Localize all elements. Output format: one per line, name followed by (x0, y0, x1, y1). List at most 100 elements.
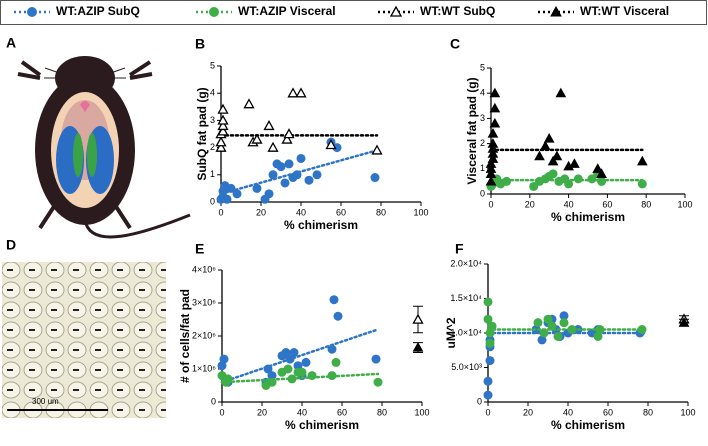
y-tick-label: 1×10⁶ (192, 363, 216, 373)
point (263, 120, 275, 131)
point (597, 176, 607, 186)
y-tick-label: 1 (480, 163, 485, 173)
point (252, 183, 262, 193)
panel-label: C (450, 36, 460, 52)
y-tick-label: 4 (480, 88, 485, 98)
point (487, 127, 499, 138)
legend-box (0, 0, 707, 25)
point (267, 141, 279, 152)
x-tick-label: 100 (680, 407, 695, 417)
y-tick-label: 1 (210, 169, 215, 179)
point (373, 377, 383, 387)
x-tick-label: 80 (643, 407, 653, 417)
point (485, 338, 495, 348)
point (307, 371, 317, 381)
point (487, 148, 499, 158)
y-tick-label: 0 (210, 196, 215, 206)
point (487, 138, 499, 148)
legend-marker (389, 5, 403, 17)
point (485, 163, 497, 173)
point (678, 317, 690, 327)
y-axis-label: SubQ fat pad (g) (195, 87, 209, 180)
y-tick-label: 4 (210, 88, 215, 98)
x-tick-label: 20 (256, 207, 266, 217)
point (596, 168, 607, 178)
point (564, 179, 574, 189)
point (292, 170, 302, 180)
point (329, 295, 339, 305)
point (485, 168, 497, 178)
point (283, 128, 295, 139)
point (289, 348, 299, 357)
point (489, 87, 501, 98)
point (548, 169, 558, 179)
y-axis-label: uM^2 (444, 317, 458, 348)
point (555, 87, 567, 98)
panel-label: D (6, 237, 16, 253)
point (592, 163, 604, 173)
point (304, 175, 314, 185)
x-tick-label: 80 (641, 199, 651, 209)
point (327, 371, 337, 381)
point (295, 87, 307, 98)
point (219, 354, 229, 364)
point (283, 364, 293, 374)
point (485, 158, 497, 168)
point (487, 143, 499, 153)
scale-bar-label: 300 um (32, 397, 59, 406)
y-tick-label: 0 (477, 396, 482, 406)
point (485, 175, 497, 186)
micrograph (2, 262, 166, 418)
x-axis-label: % chimerism (551, 210, 625, 224)
point (217, 103, 229, 114)
fit-line (220, 372, 380, 384)
point (551, 150, 563, 161)
point (569, 158, 580, 168)
point (529, 181, 539, 191)
point (543, 133, 555, 143)
x-axis-label: % chimerism (284, 218, 358, 232)
point (537, 335, 547, 345)
point (217, 114, 229, 125)
point (281, 133, 293, 144)
x-tick-label: 20 (523, 407, 533, 417)
point (217, 120, 229, 131)
legend-marker (209, 7, 219, 17)
x-tick-label: 20 (257, 407, 267, 417)
x-tick-label: 40 (297, 407, 307, 417)
x-tick-label: 100 (413, 207, 428, 217)
point (637, 179, 647, 189)
point (284, 159, 294, 169)
point (573, 174, 583, 184)
point (483, 314, 493, 324)
point (296, 153, 306, 163)
point (485, 328, 495, 338)
y-tick-label: 5 (210, 60, 215, 70)
legend-label: WT:AZIP Visceral (238, 4, 336, 18)
point (370, 173, 380, 183)
point (485, 356, 495, 366)
point (312, 170, 322, 180)
fit-line (220, 328, 380, 384)
point (222, 194, 232, 204)
x-tick-label: 60 (336, 207, 346, 217)
y-tick-label: 3×10⁶ (192, 297, 216, 307)
point (593, 331, 603, 341)
point (559, 318, 569, 328)
point (483, 376, 493, 386)
x-tick-label: 0 (219, 407, 224, 417)
point (325, 139, 337, 150)
y-tick-label: 0 (480, 188, 485, 198)
point (539, 140, 551, 151)
x-tick-label: 60 (603, 407, 613, 417)
point (331, 357, 341, 367)
x-tick-label: 40 (564, 199, 574, 209)
point (636, 155, 648, 166)
point (287, 374, 297, 384)
panel-label: A (6, 35, 16, 51)
point (243, 98, 255, 109)
panel-label: E (195, 241, 204, 257)
point (267, 371, 277, 381)
legend-label: WT:WT Visceral (580, 4, 669, 18)
